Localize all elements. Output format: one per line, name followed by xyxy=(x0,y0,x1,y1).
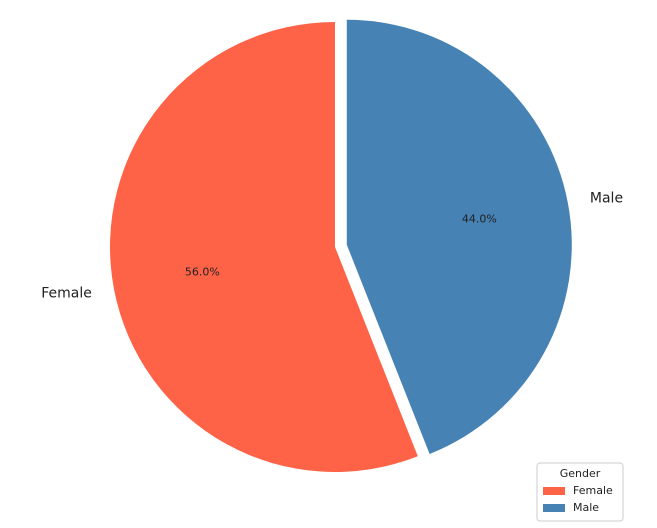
legend-label: Male xyxy=(573,501,599,514)
legend-swatch xyxy=(543,504,565,512)
slice-label: Female xyxy=(41,285,92,301)
legend: Gender Female Male xyxy=(536,462,624,522)
legend-swatch xyxy=(543,487,565,495)
legend-label: Female xyxy=(573,484,613,497)
pie-slice xyxy=(346,19,572,454)
legend-title: Gender xyxy=(560,467,601,480)
value-label: 44.0% xyxy=(462,212,497,225)
slice-label: Male xyxy=(590,190,623,206)
pie-slice xyxy=(109,22,418,472)
value-label: 56.0% xyxy=(185,265,220,278)
